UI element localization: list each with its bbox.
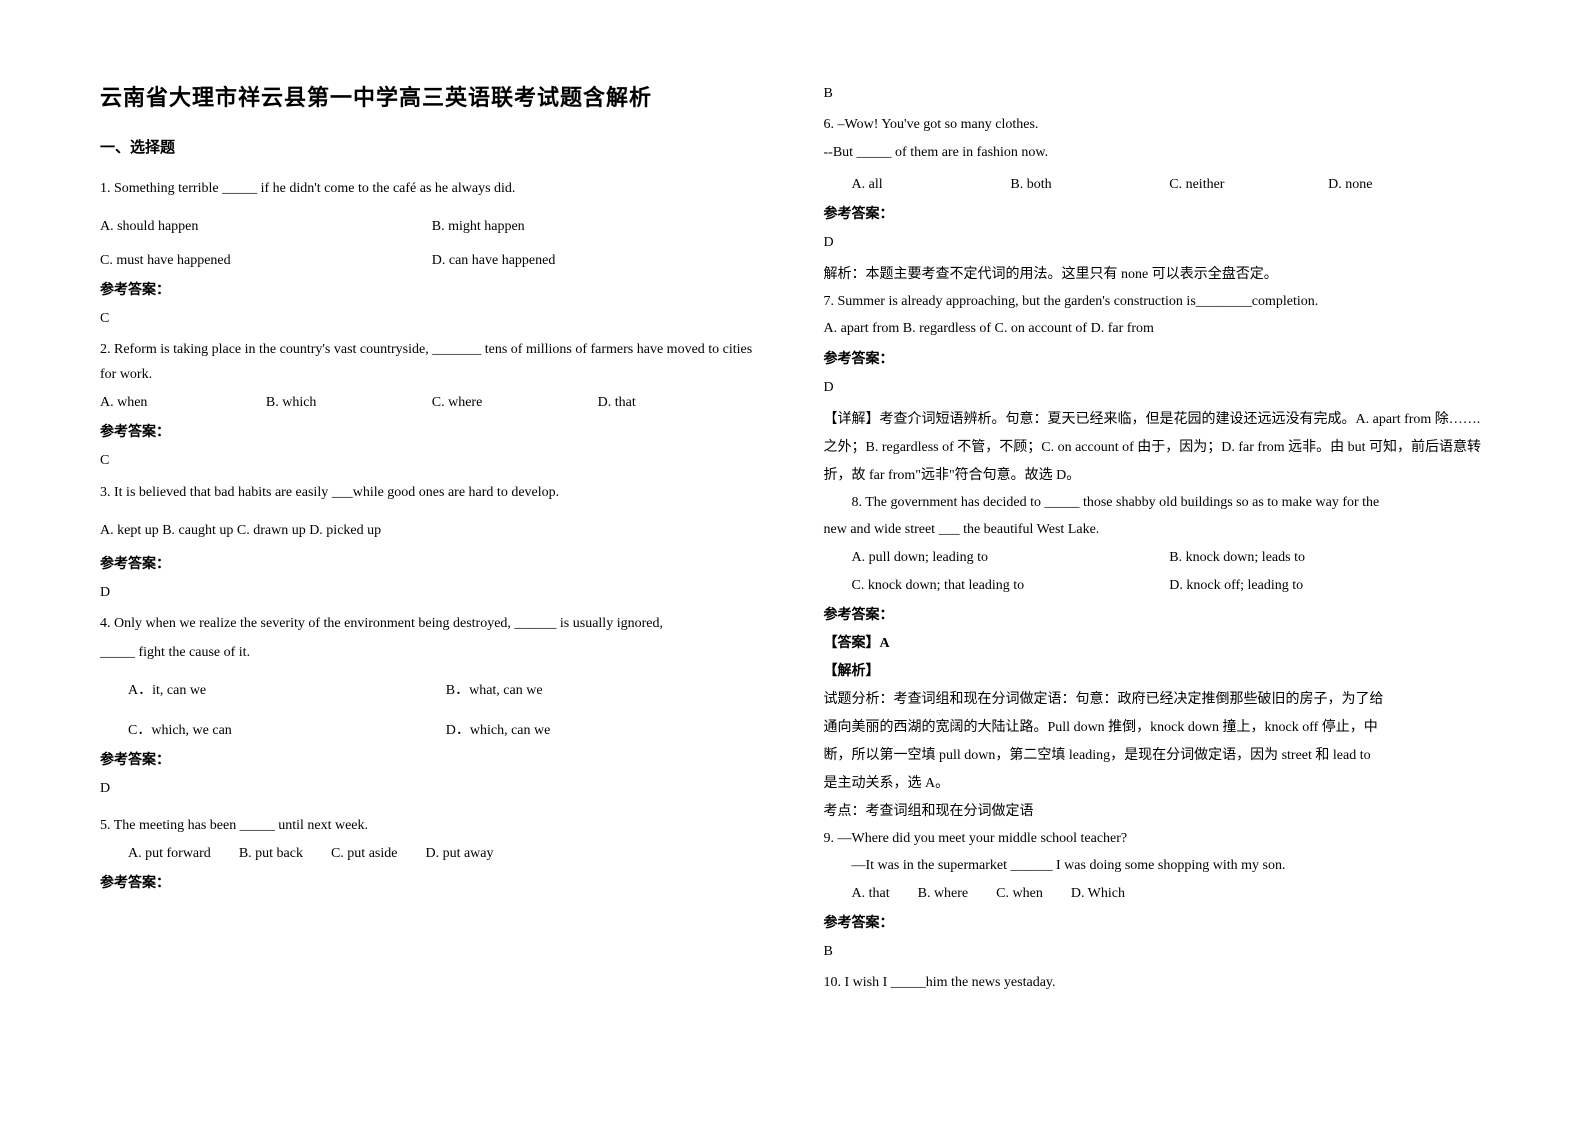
q5-answer-label: 参考答案： [100, 870, 764, 898]
q5-opt-d: D. put away [425, 840, 493, 868]
q5-options: A. put forward B. put back C. put aside … [100, 840, 764, 868]
q1-opt-a: A. should happen [100, 213, 432, 241]
q3-answer-label: 参考答案： [100, 551, 764, 579]
q4-opt-a: A．it, can we [128, 677, 446, 705]
q5-opt-b: B. put back [239, 840, 303, 868]
q8-options-row1: A. pull down; leading to B. knock down; … [824, 544, 1488, 572]
q9-opt-a: A. that [852, 880, 890, 908]
q5-opt-c: C. put aside [331, 840, 398, 868]
q8-explain4: 是主动关系，选 A。 [824, 770, 1488, 798]
q2-options: A. when B. which C. where D. that [100, 389, 764, 417]
q9-opt-d: D. Which [1071, 880, 1125, 908]
q6-opt-c: C. neither [1169, 171, 1328, 199]
q3-answer: D [100, 579, 764, 607]
q7-answer: D [824, 374, 1488, 402]
q8-explain5: 考点：考查词组和现在分词做定语 [824, 798, 1488, 826]
q7-explain: 【详解】考查介词短语辨析。句意：夏天已经来临，但是花园的建设还远远没有完成。A.… [824, 406, 1488, 490]
section-heading: 一、选择题 [100, 136, 764, 157]
q9-opt-b: B. where [918, 880, 969, 908]
q9-line2: —It was in the supermarket ______ I was … [824, 853, 1488, 878]
q5-answer: B [824, 80, 1488, 108]
q1-text: 1. Something terrible _____ if he didn't… [100, 175, 764, 203]
q8-opt-a: A. pull down; leading to [852, 544, 1170, 572]
q4-options-row2: C．which, we can D．which, can we [100, 717, 764, 745]
q4-answer-label: 参考答案： [100, 747, 764, 775]
q8-explain2: 通向美丽的西湖的宽阔的大陆让路。Pull down 推倒，knock down … [824, 714, 1488, 742]
q8-options-row2: C. knock down; that leading to D. knock … [824, 572, 1488, 600]
q4-answer: D [100, 775, 764, 803]
q8-opt-b: B. knock down; leads to [1169, 544, 1487, 572]
q4-opt-d: D．which, can we [446, 717, 764, 745]
q2-answer: C [100, 447, 764, 475]
right-column: B 6. –Wow! You've got so many clothes. -… [824, 80, 1488, 998]
q7-text: 7. Summer is already approaching, but th… [824, 289, 1488, 314]
q9-opt-c: C. when [996, 880, 1043, 908]
q4-text1: 4. Only when we realize the severity of … [100, 611, 764, 636]
q10-text: 10. I wish I _____him the news yestaday. [824, 970, 1488, 995]
q8-opt-d: D. knock off; leading to [1169, 572, 1487, 600]
q2-text: 2. Reform is taking place in the country… [100, 337, 764, 387]
q8-explain-tag: 【解析】 [824, 658, 1488, 686]
q4-opt-b: B．what, can we [446, 677, 764, 705]
q6-opt-d: D. none [1328, 171, 1487, 199]
q1-opt-d: D. can have happened [432, 247, 764, 275]
q9-line1: 9. —Where did you meet your middle schoo… [824, 826, 1488, 851]
q9-answer: B [824, 938, 1488, 966]
q2-opt-c: C. where [432, 389, 598, 417]
q8-text2: new and wide street ___ the beautiful We… [824, 517, 1488, 542]
q6-answer: D [824, 229, 1488, 257]
q2-answer-label: 参考答案： [100, 419, 764, 447]
q8-explain3: 断，所以第一空填 pull down，第二空填 leading，是现在分词做定语… [824, 742, 1488, 770]
q6-explain: 解析：本题主要考查不定代词的用法。这里只有 none 可以表示全盘否定。 [824, 261, 1488, 289]
q4-options-row1: A．it, can we B．what, can we [100, 677, 764, 705]
q1-opt-b: B. might happen [432, 213, 764, 241]
q4-text2: _____ fight the cause of it. [100, 639, 764, 667]
q9-options: A. that B. where C. when D. Which [824, 880, 1488, 908]
q4-opt-c: C．which, we can [128, 717, 446, 745]
q6-answer-label: 参考答案： [824, 201, 1488, 229]
q8-opt-c: C. knock down; that leading to [852, 572, 1170, 600]
q7-options: A. apart from B. regardless of C. on acc… [824, 316, 1488, 341]
q2-opt-a: A. when [100, 389, 266, 417]
document-title: 云南省大理市祥云县第一中学高三英语联考试题含解析 [100, 80, 764, 112]
left-column: 云南省大理市祥云县第一中学高三英语联考试题含解析 一、选择题 1. Someth… [100, 80, 764, 998]
q6-line1: 6. –Wow! You've got so many clothes. [824, 112, 1488, 137]
q2-opt-d: D. that [598, 389, 764, 417]
q5-opt-a: A. put forward [128, 840, 211, 868]
q1-answer-label: 参考答案： [100, 277, 764, 305]
q5-text: 5. The meeting has been _____ until next… [100, 813, 764, 838]
q8-answer-tag: 【答案】A [824, 630, 1488, 658]
q6-line2: --But _____ of them are in fashion now. [824, 139, 1488, 167]
q1-answer: C [100, 305, 764, 333]
q1-options-row2: C. must have happened D. can have happen… [100, 247, 764, 275]
q3-options: A. kept up B. caught up C. drawn up D. p… [100, 517, 764, 545]
q6-options: A. all B. both C. neither D. none [824, 171, 1488, 199]
q6-opt-a: A. all [852, 171, 1011, 199]
page-container: 云南省大理市祥云县第一中学高三英语联考试题含解析 一、选择题 1. Someth… [0, 0, 1587, 1038]
q9-answer-label: 参考答案： [824, 910, 1488, 938]
q3-text: 3. It is believed that bad habits are ea… [100, 479, 764, 507]
q7-answer-label: 参考答案： [824, 346, 1488, 374]
q2-opt-b: B. which [266, 389, 432, 417]
q8-answer-label: 参考答案： [824, 602, 1488, 630]
q1-options-row1: A. should happen B. might happen [100, 213, 764, 241]
q8-explain1: 试题分析：考查词组和现在分词做定语：句意：政府已经决定推倒那些破旧的房子，为了给 [824, 686, 1488, 714]
q8-text1: 8. The government has decided to _____ t… [824, 490, 1488, 515]
q6-opt-b: B. both [1010, 171, 1169, 199]
q1-opt-c: C. must have happened [100, 247, 432, 275]
